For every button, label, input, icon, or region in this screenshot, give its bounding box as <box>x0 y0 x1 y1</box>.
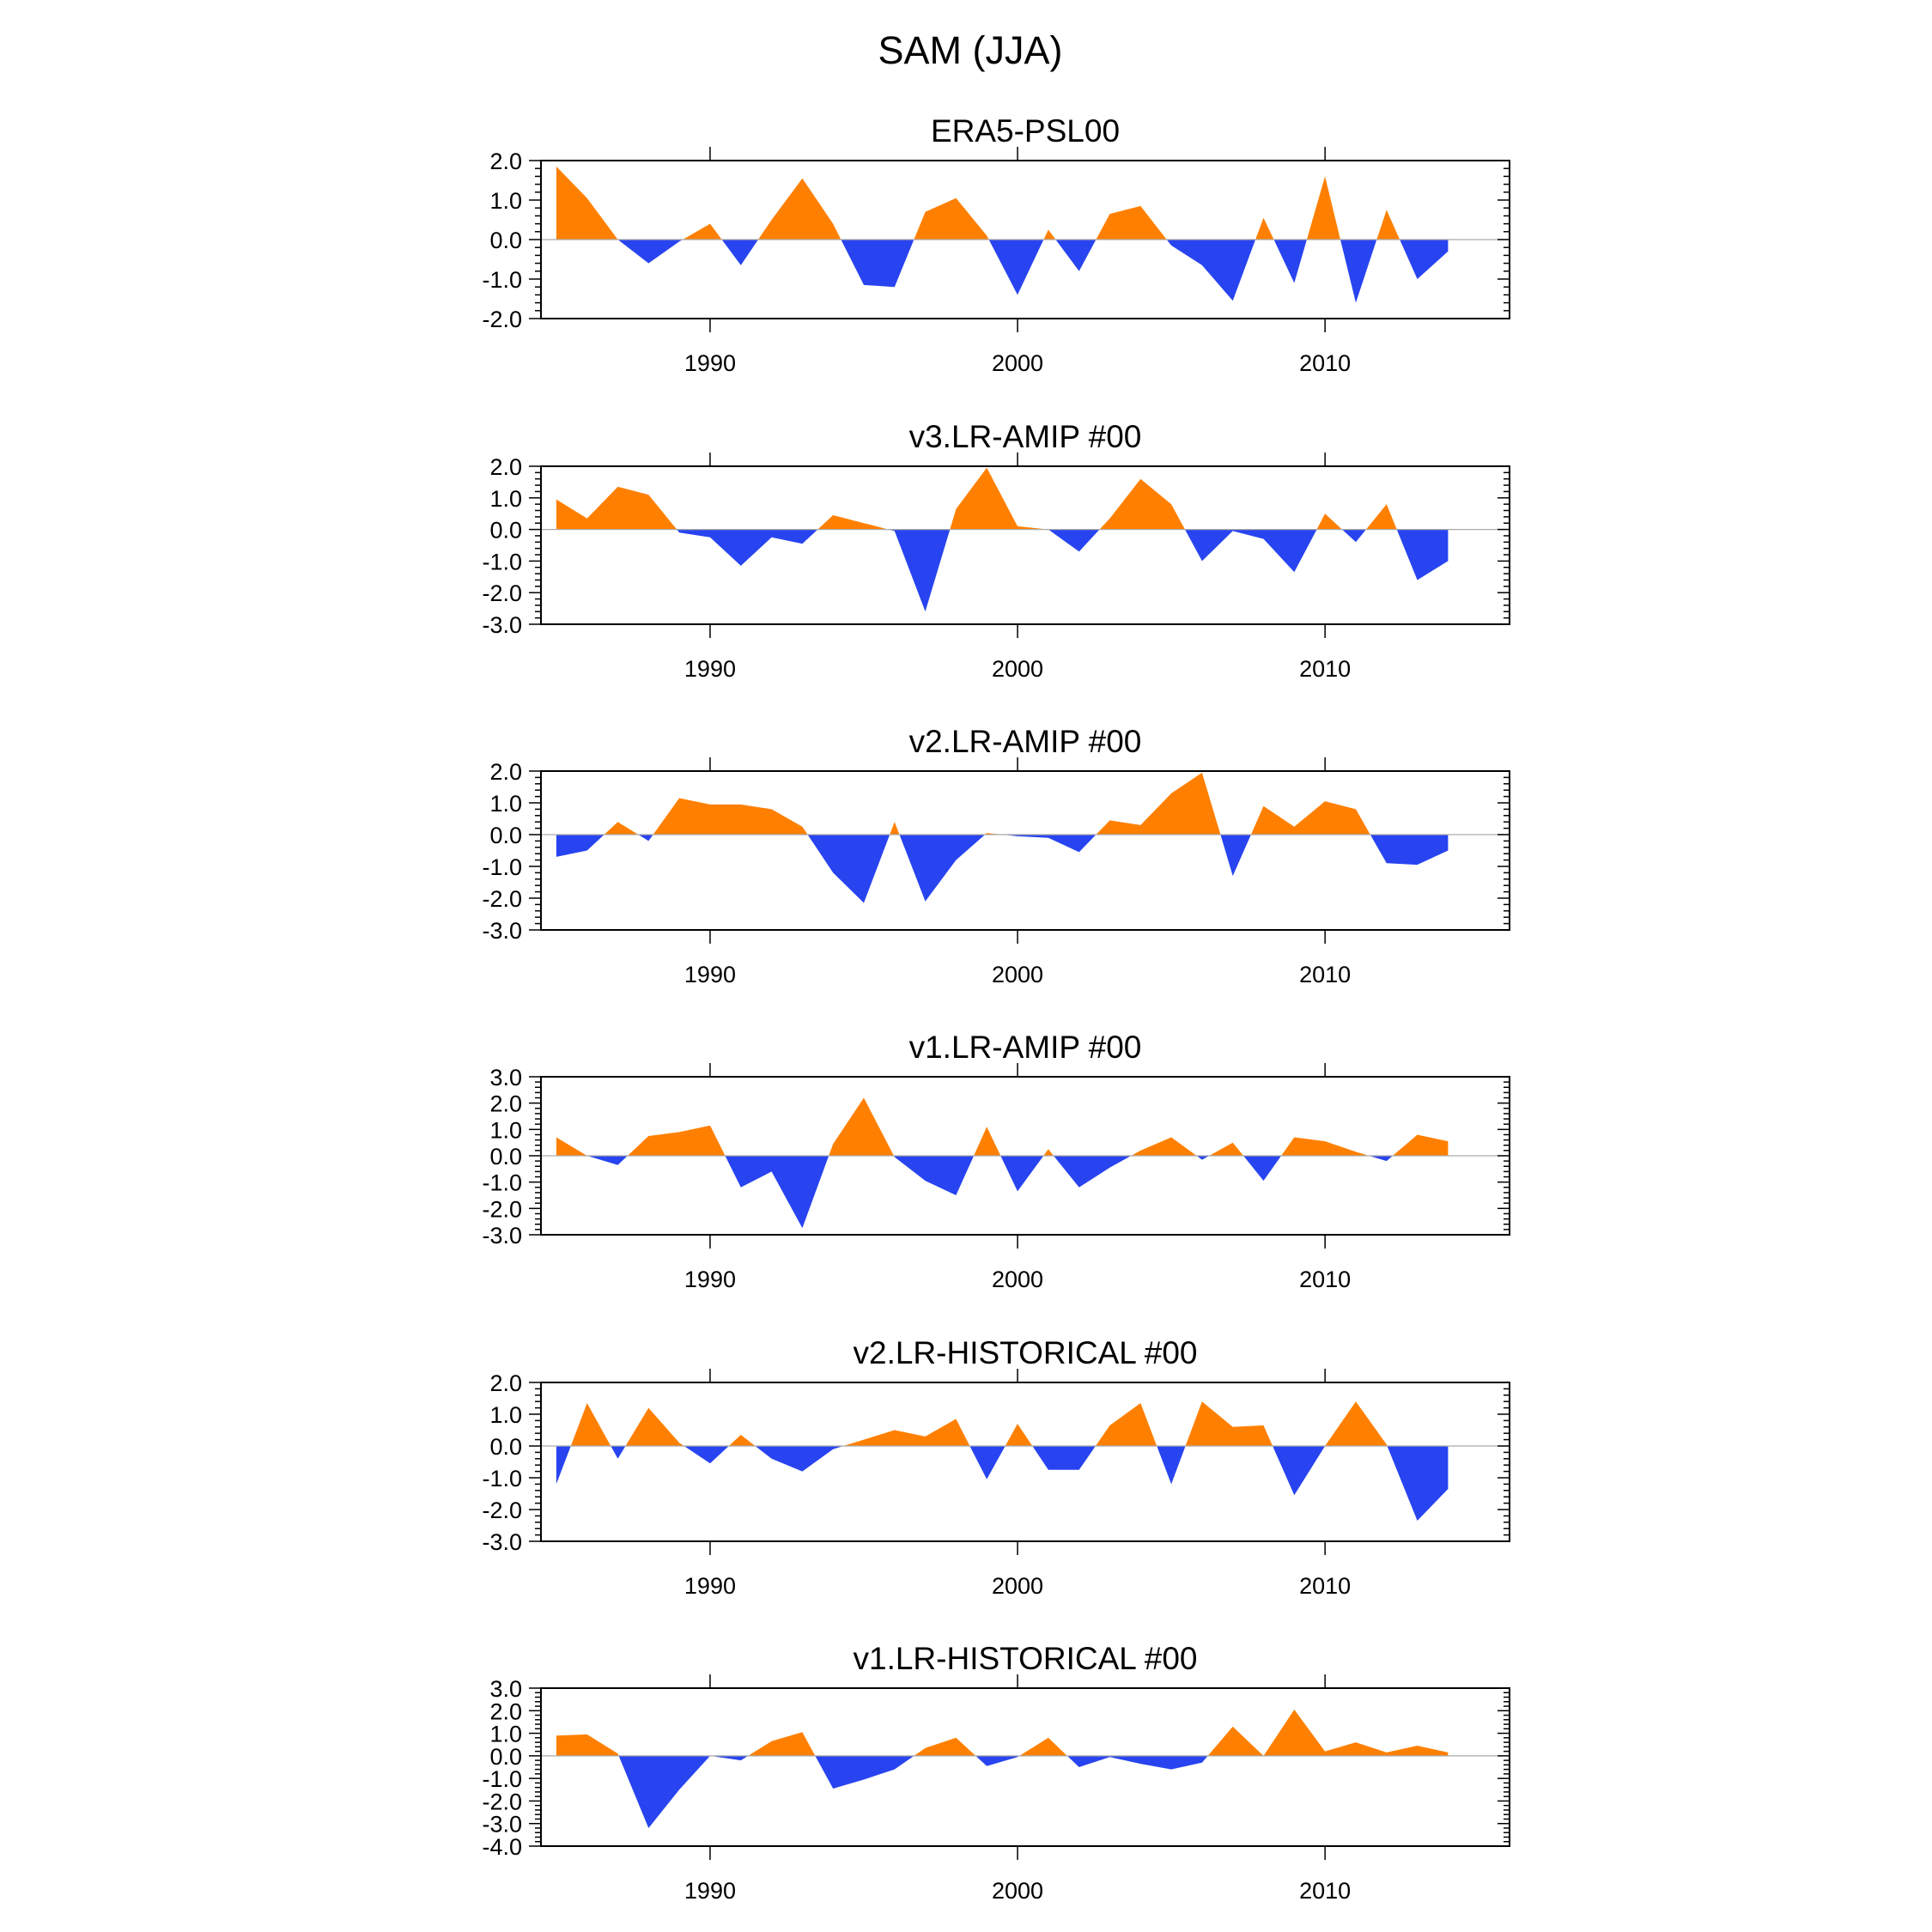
panel-title: v2.LR-AMIP #00 <box>909 724 1142 759</box>
y-tick-label: -2.0 <box>482 580 522 606</box>
plot-frame <box>540 1687 1510 1847</box>
positive-area <box>556 1401 1449 1446</box>
x-tick-label: 2000 <box>992 350 1043 376</box>
y-tick-label: -2.0 <box>482 1498 522 1523</box>
plot-frame <box>540 1382 1510 1542</box>
y-tick-label: -1.0 <box>482 1170 522 1196</box>
y-tick-label: 3.0 <box>489 1065 522 1091</box>
y-tick-label: -3.0 <box>482 1529 522 1555</box>
panel-title: v1.LR-HISTORICAL #00 <box>854 1641 1198 1676</box>
negative-area <box>556 835 1449 903</box>
y-tick-label: -2.0 <box>482 1196 522 1222</box>
panel-2: v3.LR-AMIP #00 2.0 1.0 0.0 -1.0 -2.0 -3.0 1990 2… <box>482 419 1510 682</box>
y-tick-label: -1.0 <box>482 267 522 293</box>
y-tick-label: 1.0 <box>489 1117 522 1143</box>
y-tick-label: 0.0 <box>489 1434 522 1460</box>
x-tick-label: 2010 <box>1299 1878 1351 1904</box>
panel-title: v2.LR-HISTORICAL #00 <box>854 1335 1198 1370</box>
y-tick-label: 2.0 <box>489 1091 522 1117</box>
x-tick-label: 2000 <box>992 656 1043 682</box>
y-tick-label: 1.0 <box>489 1722 522 1747</box>
positive-area <box>556 467 1449 530</box>
y-tick-label: -2.0 <box>482 886 522 912</box>
panel-title: v3.LR-AMIP #00 <box>909 419 1142 454</box>
positive-area <box>556 1097 1449 1156</box>
plot-frame <box>540 770 1510 931</box>
y-tick-label: 0.0 <box>489 228 522 253</box>
x-tick-label: 2000 <box>992 1573 1043 1599</box>
y-tick-label: -3.0 <box>482 1223 522 1249</box>
y-tick-label: -2.0 <box>482 307 522 332</box>
positive-area <box>556 772 1449 835</box>
plot-frame <box>540 465 1510 625</box>
y-tick-label: -1.0 <box>482 1466 522 1492</box>
x-tick-label: 1990 <box>684 962 736 987</box>
y-tick-label: 1.0 <box>489 486 522 512</box>
y-tick-label: 1.0 <box>489 188 522 214</box>
x-tick-label: 1990 <box>684 656 736 682</box>
y-tick-label: 0.0 <box>489 1744 522 1770</box>
panel-title: v1.LR-AMIP #00 <box>909 1030 1142 1065</box>
panel-title: ERA5-PSL00 <box>931 113 1120 149</box>
negative-area <box>556 529 1449 612</box>
y-tick-label: 0.0 <box>489 1144 522 1170</box>
negative-area <box>556 240 1449 303</box>
x-tick-label: 2010 <box>1299 350 1351 376</box>
y-tick-label: 2.0 <box>489 759 522 785</box>
positive-area <box>556 1710 1449 1756</box>
panel-1: ERA5-PSL00 2.0 1.0 0.0 -1.0 -2.0 1990 2000 2010 <box>482 113 1510 376</box>
x-tick-label: 2000 <box>992 1267 1043 1292</box>
y-tick-label: 1.0 <box>489 1402 522 1428</box>
y-tick-label: 3.0 <box>489 1676 522 1702</box>
x-tick-label: 1990 <box>684 1878 736 1904</box>
x-tick-label: 1990 <box>684 350 736 376</box>
x-tick-label: 2010 <box>1299 962 1351 987</box>
x-tick-label: 1990 <box>684 1573 736 1599</box>
y-tick-label: 2.0 <box>489 1370 522 1396</box>
negative-area <box>556 1446 1449 1521</box>
y-tick-label: 2.0 <box>489 454 522 480</box>
panel-3: v2.LR-AMIP #00 2.0 1.0 0.0 -1.0 -2.0 -3.0 1990 2… <box>482 724 1510 987</box>
y-tick-label: -2.0 <box>482 1789 522 1814</box>
y-tick-label: -3.0 <box>482 612 522 638</box>
panel-4: v1.LR-AMIP #00 3.02.01.00.0-1.0-2.0-3.0 19… <box>482 1030 1510 1292</box>
y-tick-label: -3.0 <box>482 918 522 944</box>
y-tick-label: -3.0 <box>482 1812 522 1838</box>
x-tick-label: 2010 <box>1299 656 1351 682</box>
y-tick-label: 1.0 <box>489 791 522 817</box>
x-tick-label: 1990 <box>684 1267 736 1292</box>
negative-area <box>556 1755 1449 1828</box>
x-tick-label: 2000 <box>992 962 1043 987</box>
panel-6: v1.LR-HISTORICAL #00 3.02.01.00.0-1.0-2.0… <box>482 1641 1510 1904</box>
positive-area <box>556 166 1449 240</box>
x-tick-label: 2010 <box>1299 1573 1351 1599</box>
y-tick-label: -1.0 <box>482 854 522 880</box>
y-tick-label: -1.0 <box>482 1766 522 1792</box>
y-tick-label: -1.0 <box>482 549 522 574</box>
y-tick-label: -4.0 <box>482 1834 522 1860</box>
figure-title: SAM (JJA) <box>878 28 1062 72</box>
panel-5: v2.LR-HISTORICAL #00 2.0 1.0 0.0 -1.0 -2.0 -3.… <box>482 1335 1510 1599</box>
y-tick-label: 2.0 <box>489 149 522 174</box>
x-tick-label: 2000 <box>992 1878 1043 1904</box>
negative-area <box>556 1156 1449 1229</box>
y-tick-label: 0.0 <box>489 823 522 848</box>
y-tick-label: 0.0 <box>489 518 522 544</box>
y-tick-label: 2.0 <box>489 1698 522 1724</box>
x-tick-label: 2010 <box>1299 1267 1351 1292</box>
